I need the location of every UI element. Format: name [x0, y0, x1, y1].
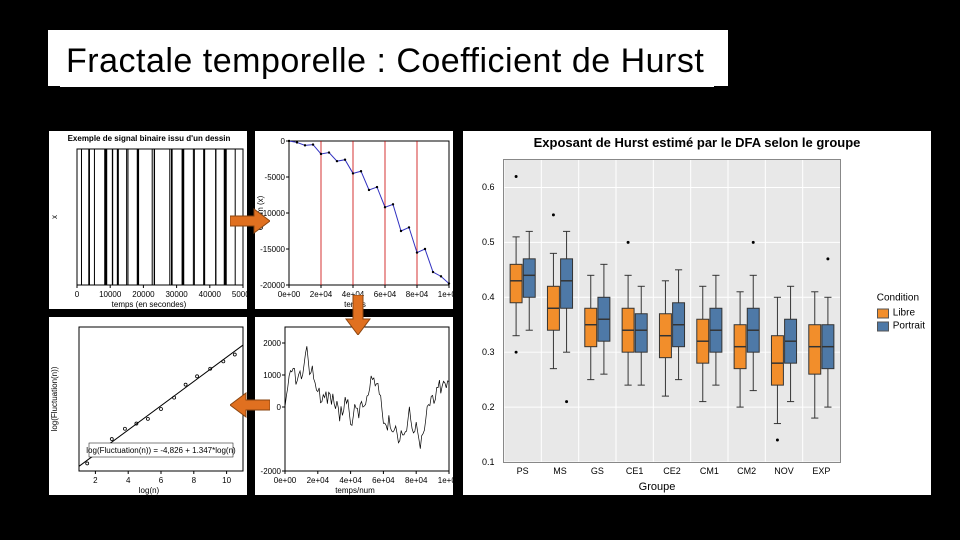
svg-text:1e+05: 1e+05 [438, 476, 454, 485]
svg-text:1e+05: 1e+05 [438, 290, 454, 299]
boxplot-xtick: NOV [774, 466, 794, 476]
legend-label-portrait: Portrait [893, 321, 925, 332]
boxplot-title: Exposant de Hurst estimé par le DFA selo… [463, 135, 931, 150]
boxplot-ytick: 0.3 [482, 347, 495, 357]
svg-text:0: 0 [75, 290, 80, 299]
svg-text:x: x [50, 215, 59, 219]
svg-text:40000: 40000 [199, 290, 222, 299]
boxplot-xtick: EXP [812, 466, 830, 476]
binary-signal-svg: Exemple de signal binaire issu d'un dess… [49, 131, 248, 310]
panel-cumsum: tempsC.sum (x)0e+002e+044e+046e+048e+041… [254, 130, 454, 310]
boxplot-xtick: MS [553, 466, 567, 476]
svg-text:-20000: -20000 [260, 281, 285, 290]
boxplot-legend: Condition Libre Portrait [877, 293, 925, 334]
svg-text:6e+04: 6e+04 [374, 290, 397, 299]
svg-text:0: 0 [281, 137, 286, 146]
svg-text:8e+04: 8e+04 [405, 476, 428, 485]
legend-row-portrait: Portrait [877, 321, 925, 332]
svg-text:log(n): log(n) [139, 486, 160, 495]
legend-row-libre: Libre [877, 308, 925, 319]
svg-text:-15000: -15000 [260, 245, 285, 254]
slide-title: Fractale temporelle : Coefficient de Hur… [60, 38, 714, 87]
svg-text:2e+04: 2e+04 [307, 476, 330, 485]
svg-text:30000: 30000 [165, 290, 188, 299]
boxplot-xtick: CM2 [737, 466, 756, 476]
svg-text:temps (en secondes): temps (en secondes) [112, 300, 187, 309]
detrended-svg: temps/num 0e+00 2e+04 4e+04 6e+04 8e+04 1e+05 -… [255, 317, 454, 496]
svg-text:50000: 50000 [232, 290, 248, 299]
cumsum-svg: tempsC.sum (x)0e+002e+044e+046e+048e+041… [255, 131, 454, 310]
svg-text:0: 0 [277, 403, 282, 412]
svg-text:1000: 1000 [263, 371, 281, 380]
svg-text:6e+04: 6e+04 [372, 476, 395, 485]
panel-detrended: temps/num 0e+00 2e+04 4e+04 6e+04 8e+04 1e+05 -… [254, 316, 454, 496]
panel-regression: log(n) log(Fluctuation(n)) 2 4 6 8 10 log(Fluct… [48, 316, 248, 496]
svg-text:2e+04: 2e+04 [310, 290, 333, 299]
panel-binary-signal: Exemple de signal binaire issu d'un dess… [48, 130, 248, 310]
svg-text:temps/num: temps/num [335, 486, 375, 495]
arrow-right-1 [230, 208, 270, 234]
arrow-down [345, 295, 371, 335]
svg-text:10000: 10000 [99, 290, 122, 299]
svg-text:8: 8 [192, 476, 197, 485]
boxplot-ytick: 0.5 [482, 237, 495, 247]
svg-text:log(Fluctuation(n)) = -4,826 +: log(Fluctuation(n)) = -4,826 + 1.347*log… [86, 446, 236, 455]
legend-label-libre: Libre [893, 308, 915, 319]
svg-text:-2000: -2000 [261, 467, 282, 476]
svg-text:8e+04: 8e+04 [406, 290, 429, 299]
svg-text:0e+00: 0e+00 [274, 476, 297, 485]
svg-text:4: 4 [126, 476, 131, 485]
svg-text:Exemple de signal binaire issu: Exemple de signal binaire issu d'un dess… [68, 134, 231, 143]
boxplot-ytick: 0.4 [482, 292, 495, 302]
boxplot-xtick: CE1 [626, 466, 644, 476]
svg-text:10: 10 [222, 476, 231, 485]
legend-swatch-libre [877, 308, 889, 318]
legend-swatch-portrait [877, 321, 889, 331]
svg-text:6: 6 [159, 476, 164, 485]
boxplot-xtick: PS [517, 466, 529, 476]
boxplot-ytick: 0.2 [482, 402, 495, 412]
boxplot-ytick: 0.1 [482, 457, 495, 467]
panel-boxplot: Exposant de Hurst estimé par le DFA selo… [462, 130, 932, 496]
svg-text:log(Fluctuation(n)): log(Fluctuation(n)) [50, 366, 59, 431]
boxplot-xtick: GS [591, 466, 604, 476]
boxplot-xtick: CM1 [700, 466, 719, 476]
regression-svg: log(n) log(Fluctuation(n)) 2 4 6 8 10 log(Fluct… [49, 317, 248, 496]
legend-title: Condition [877, 293, 925, 304]
svg-text:-5000: -5000 [265, 173, 286, 182]
boxplot-plot-area: 0.10.20.30.40.50.6 PSMSGSCE1CE2CM1CM2NOV… [503, 159, 841, 463]
chart-grid: Exemple de signal binaire issu d'un dess… [48, 130, 932, 496]
svg-text:0e+00: 0e+00 [278, 290, 301, 299]
svg-text:20000: 20000 [132, 290, 155, 299]
boxplot-svg: 0.10.20.30.40.50.6 [504, 160, 840, 462]
svg-text:2000: 2000 [263, 339, 281, 348]
left-panels: Exemple de signal binaire issu d'un dess… [48, 130, 454, 496]
boxplot-xtick: CE2 [663, 466, 681, 476]
boxplot-ytick: 0.6 [482, 182, 495, 192]
arrow-left [230, 392, 270, 418]
svg-text:4e+04: 4e+04 [339, 476, 362, 485]
svg-text:2: 2 [93, 476, 98, 485]
boxplot-xlabel: Groupe [463, 481, 851, 493]
